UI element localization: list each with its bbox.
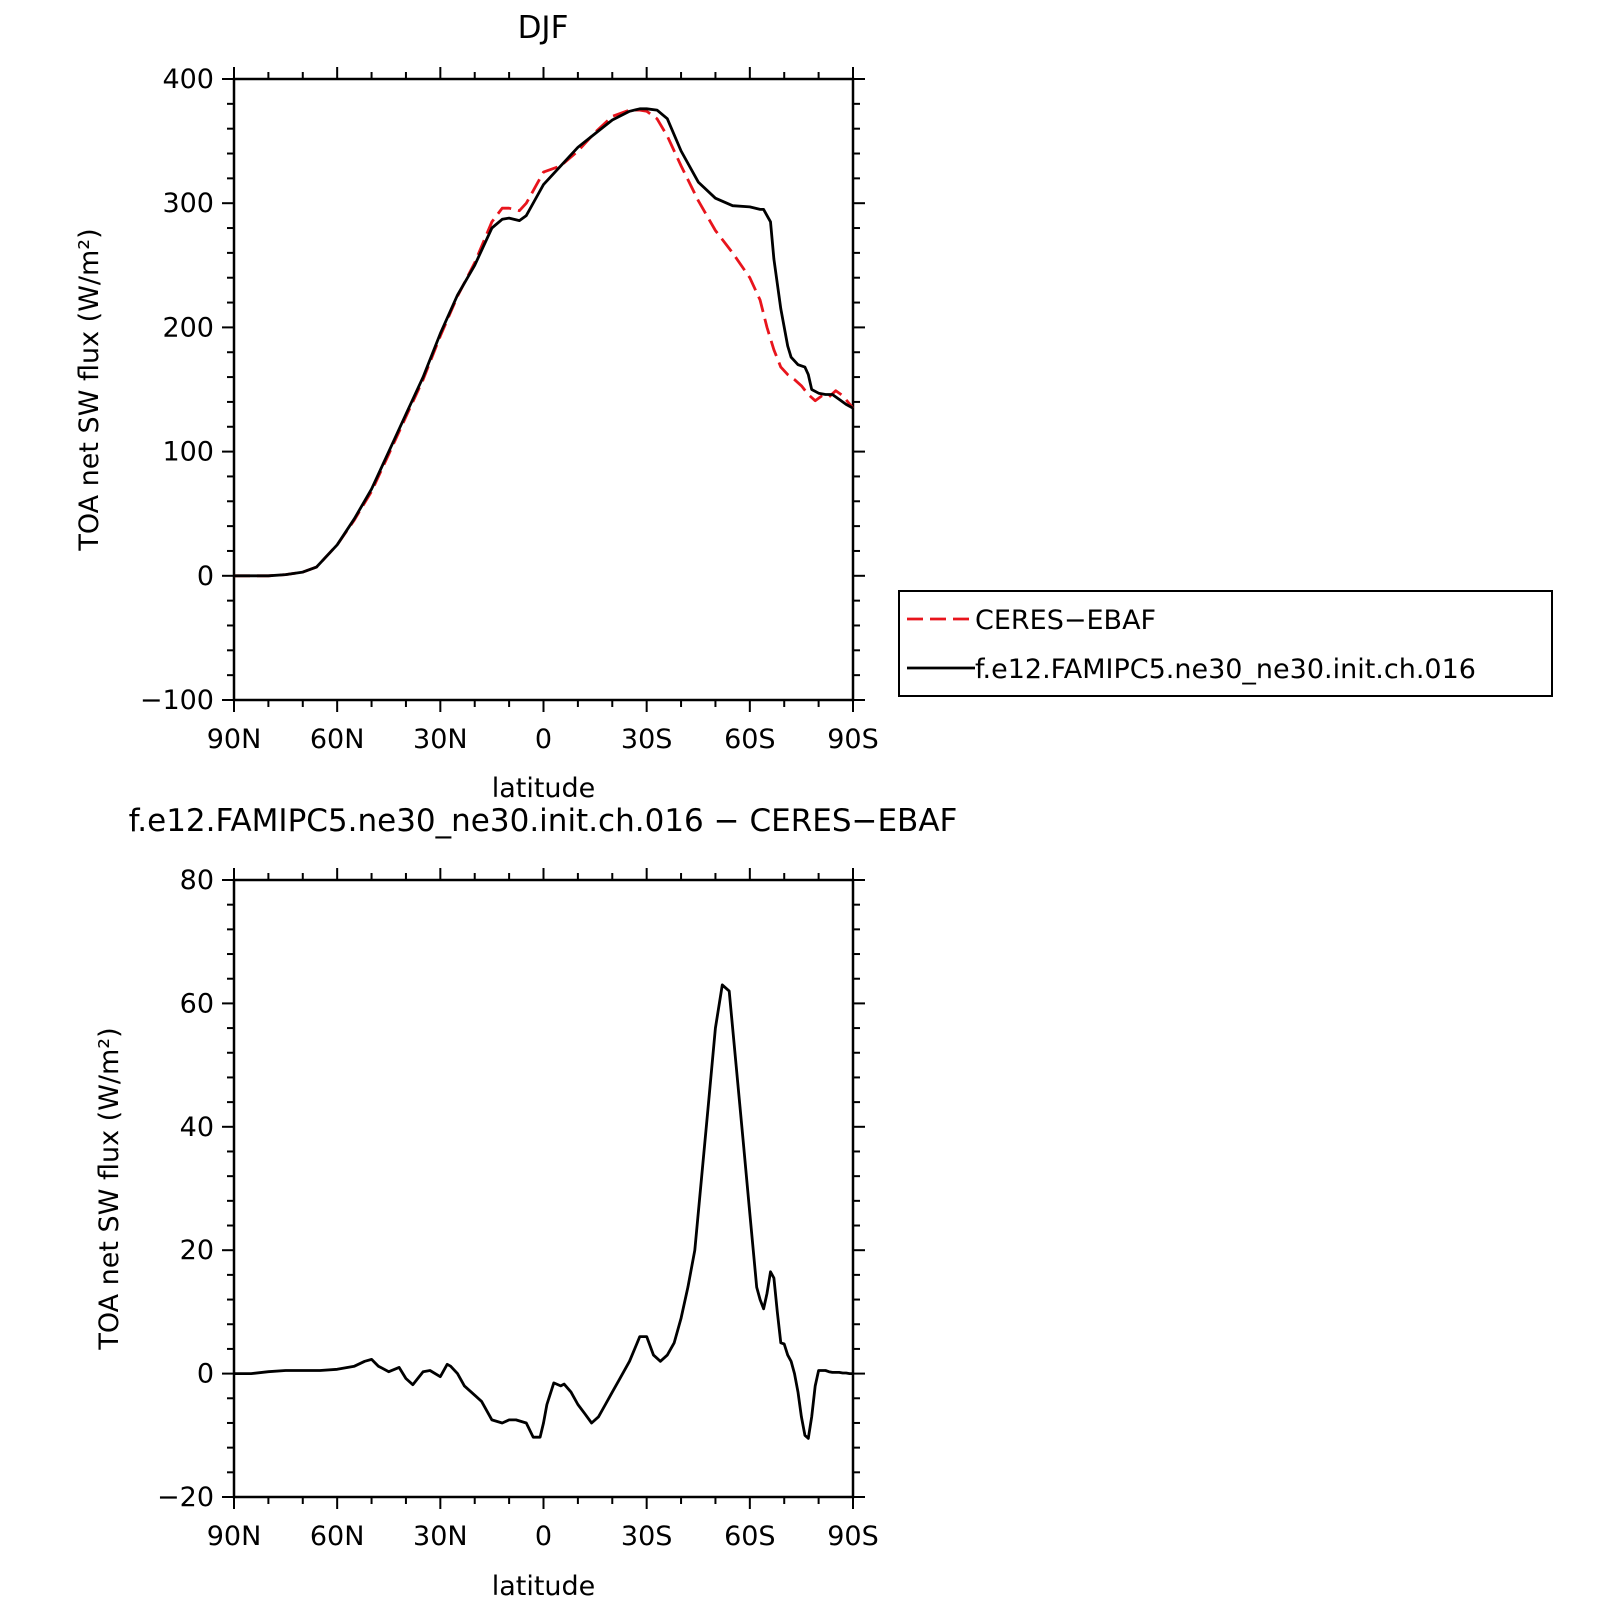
y-axis-label: TOA net SW flux (W/m²) bbox=[94, 1027, 125, 1350]
y-tick-label: 0 bbox=[197, 561, 214, 592]
y-tick-label: 100 bbox=[162, 437, 214, 468]
x-tick-label: 60N bbox=[310, 1521, 365, 1552]
x-axis-label: latitude bbox=[492, 1571, 596, 1602]
y-tick-label: −100 bbox=[140, 685, 214, 716]
x-tick-label: 0 bbox=[535, 724, 552, 755]
chart-title: f.e12.FAMIPC5.ne30_ne30.init.ch.016 − CE… bbox=[129, 803, 958, 839]
x-tick-label: 60S bbox=[724, 724, 776, 755]
legend-box bbox=[898, 590, 1553, 697]
x-tick-label: 90N bbox=[207, 1521, 262, 1552]
x-tick-label: 60N bbox=[310, 724, 365, 755]
y-tick-label: 20 bbox=[180, 1235, 214, 1266]
x-tick-label: 30N bbox=[413, 1521, 468, 1552]
x-tick-label: 60S bbox=[724, 1521, 776, 1552]
bottom-panel: f.e12.FAMIPC5.ne30_ne30.init.ch.016 − CE… bbox=[94, 803, 957, 1602]
series-line-0 bbox=[234, 108, 855, 578]
x-tick-label: 30S bbox=[621, 1521, 673, 1552]
top-panel: DJF −100 0 100 200 300 400 90N 60N 30N 0 30S 60S 90S l… bbox=[74, 10, 1553, 804]
x-tick-label: 90N bbox=[207, 724, 262, 755]
y-tick-label: 60 bbox=[180, 988, 214, 1019]
y-axis-label: TOA net SW flux (W/m²) bbox=[74, 228, 105, 551]
x-tick-label: 90S bbox=[827, 724, 879, 755]
y-tick-label: 80 bbox=[180, 865, 214, 896]
x-tick-label: 30N bbox=[413, 724, 468, 755]
x-tick-label: 0 bbox=[535, 1521, 552, 1552]
chart-title: DJF bbox=[518, 10, 569, 46]
y-tick-label: −20 bbox=[157, 1482, 214, 1513]
y-tick-label: 40 bbox=[180, 1112, 214, 1143]
legend-label: CERES−EBAF bbox=[975, 605, 1156, 636]
series-line-1 bbox=[234, 107, 854, 578]
y-tick-label: 300 bbox=[162, 188, 214, 219]
series-line-0 bbox=[234, 983, 853, 1440]
plot-frame bbox=[232, 878, 855, 1499]
x-tick-label: 30S bbox=[621, 724, 673, 755]
x-axis-label: latitude bbox=[492, 773, 596, 804]
y-tick-label: 0 bbox=[197, 1359, 214, 1390]
x-tick-label: 90S bbox=[827, 1521, 879, 1552]
y-tick-label: 400 bbox=[162, 64, 214, 95]
legend-label: f.e12.FAMIPC5.ne30_ne30.init.ch.016 bbox=[975, 654, 1476, 685]
y-tick-label: 200 bbox=[162, 312, 214, 343]
